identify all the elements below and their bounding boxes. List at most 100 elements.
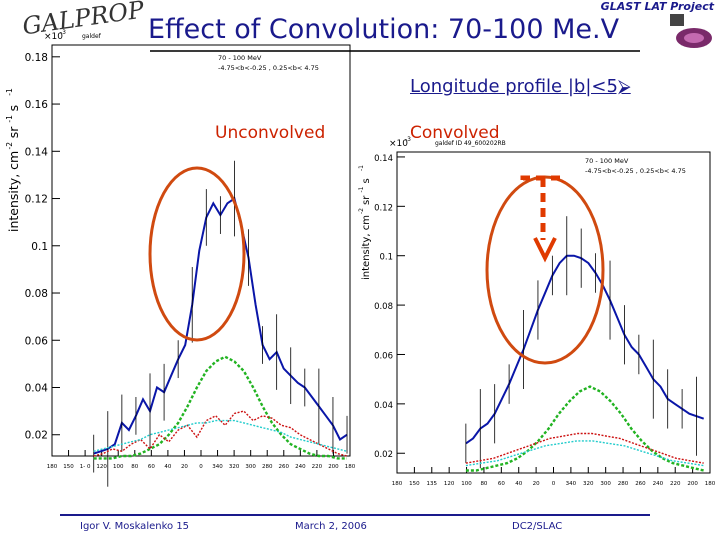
x-tick-label: 340 xyxy=(212,464,223,470)
scale-exponent: -3 xyxy=(60,29,66,36)
footer-date: March 2, 2006 xyxy=(295,521,367,532)
y-tick-label: 0.06 xyxy=(374,351,393,361)
x-tick-label: 100 xyxy=(113,464,124,470)
y-axis-label: intensity, cm xyxy=(361,215,372,280)
x-tick-label: 300 xyxy=(600,481,611,487)
y-tick-label: 0.12 xyxy=(374,203,393,213)
x-tick-label: 240 xyxy=(653,481,664,487)
plot-frame xyxy=(51,44,351,457)
y-axis-unit: -1 xyxy=(5,88,14,96)
y-tick-label: 0.02 xyxy=(374,450,393,460)
x-tick-label: 220 xyxy=(312,464,323,470)
y-tick-label: 0.04 xyxy=(374,401,393,411)
x-tick-label: 320 xyxy=(583,481,594,487)
code-label: galdef ID 49_600202RB xyxy=(435,140,506,147)
x-tick-label: 200 xyxy=(328,464,339,470)
footer-rule xyxy=(60,514,650,516)
legend-entry: -4.75<b<-0.25 , 0.25<b< 4.75 xyxy=(218,64,319,72)
convolved-label: Convolved xyxy=(410,123,500,143)
legend-entry: 70 - 100 MeV xyxy=(585,157,629,165)
x-tick-label: 0 xyxy=(552,481,556,487)
x-tick-label: 280 xyxy=(262,464,273,470)
y-axis-unit: -1 xyxy=(358,186,365,192)
model-brems-line xyxy=(93,419,348,452)
x-tick-label: 40 xyxy=(164,464,171,470)
scale-exponent: -3 xyxy=(405,136,411,143)
footer-author: Igor V. Moskalenko 15 xyxy=(80,521,190,532)
x-tick-label: 60 xyxy=(148,464,155,470)
y-axis-unit: sr xyxy=(361,195,372,205)
model-pi0-line xyxy=(93,355,347,460)
model-ic-line xyxy=(93,410,348,457)
x-tick-label: 180 xyxy=(345,464,356,470)
y-tick-label: 0.08 xyxy=(25,288,48,300)
x-tick-label: 20 xyxy=(181,464,188,470)
x-tick-label: 220 xyxy=(670,481,681,487)
x-tick-label: 1- 0 xyxy=(80,464,91,470)
y-axis-unit: sr xyxy=(6,126,21,139)
code-label: galdef xyxy=(82,33,102,40)
x-tick-label: 320 xyxy=(229,464,240,470)
x-tick-label: 300 xyxy=(245,464,256,470)
legend-entry: 70 - 100 MeV xyxy=(218,54,262,62)
highlight-circle xyxy=(485,175,605,365)
y-tick-label: 0.06 xyxy=(25,335,49,347)
glast-header: GLAST LAT Project xyxy=(600,0,714,13)
slide-title: Effect of Convolution: 70-100 Me.V xyxy=(148,14,620,45)
y-tick-label: 0.18 xyxy=(25,52,48,64)
x-tick-label: 340 xyxy=(566,481,577,487)
x-tick-label: 0 xyxy=(199,464,203,470)
x-tick-label: 180 xyxy=(705,481,716,487)
x-tick-label: 180 xyxy=(392,481,403,487)
x-tick-label: 135 xyxy=(427,481,438,487)
x-tick-label: 150 xyxy=(409,481,420,487)
longitude-profile-link[interactable]: Longitude profile |b|<5⮚ xyxy=(410,76,631,97)
model-ic-line xyxy=(465,432,704,464)
x-tick-label: 120 xyxy=(96,464,107,470)
glast-logo-icon xyxy=(670,14,712,48)
x-tick-label: 40 xyxy=(515,481,522,487)
unconvolved-chart: 0.02 0.04 0.06 0.08 0.1 0.12 0.14 0.16 0.18 180 15… xyxy=(5,29,356,487)
y-axis-unit: -1 xyxy=(5,115,14,123)
title-underline xyxy=(150,50,640,52)
y-axis-label: intensity, cm xyxy=(6,151,21,232)
x-tick-label: 150 xyxy=(63,464,74,470)
highlight-circle xyxy=(148,166,246,342)
model-brems-line xyxy=(465,440,704,467)
x-tick-label: 260 xyxy=(279,464,290,470)
x-tick-label: 80 xyxy=(131,464,138,470)
y-tick-label: 0.1 xyxy=(379,253,393,263)
y-tick-label: 0.14 xyxy=(25,146,49,158)
unconvolved-label: Unconvolved xyxy=(215,123,326,143)
y-tick-label: 0.1 xyxy=(31,241,48,253)
y-axis-unit: -2 xyxy=(358,208,365,214)
x-tick-label: 200 xyxy=(687,481,698,487)
y-tick-label: 0.08 xyxy=(374,302,393,312)
y-tick-label: 0.16 xyxy=(25,99,49,111)
shift-arrow xyxy=(520,175,566,240)
data-series-line xyxy=(465,254,705,445)
x-tick-label: 80 xyxy=(480,481,487,487)
legend-entry: -4.75<b<-0.25 , 0.25<b< 4.75 xyxy=(585,167,686,175)
x-tick-label: 20 xyxy=(533,481,540,487)
x-tick-label: 280 xyxy=(618,481,629,487)
y-axis-unit: -2 xyxy=(5,142,14,150)
x-tick-label: 100 xyxy=(461,481,472,487)
y-tick-label: 0.12 xyxy=(25,194,48,206)
data-series-line xyxy=(93,196,348,455)
arrow-head-icon xyxy=(533,237,557,263)
x-tick-label: 60 xyxy=(498,481,505,487)
y-axis-unit: s xyxy=(6,105,21,112)
scale-label: ×10 xyxy=(44,32,63,42)
footer-venue: DC2/SLAC xyxy=(512,521,563,532)
x-tick-label: 120 xyxy=(444,481,455,487)
model-pi0-line xyxy=(465,385,704,472)
x-tick-label: 180 xyxy=(47,464,58,470)
x-tick-label: 260 xyxy=(635,481,646,487)
y-tick-label: 0.14 xyxy=(374,154,393,164)
convolved-chart: 0.02 0.04 0.06 0.08 0.1 0.12 0.14 180 150 135 120 1… xyxy=(358,136,716,487)
scale-label: ×10 xyxy=(389,139,408,149)
plot-frame xyxy=(396,151,711,474)
y-axis-unit: s xyxy=(361,178,372,183)
y-axis-unit: -1 xyxy=(358,165,365,171)
